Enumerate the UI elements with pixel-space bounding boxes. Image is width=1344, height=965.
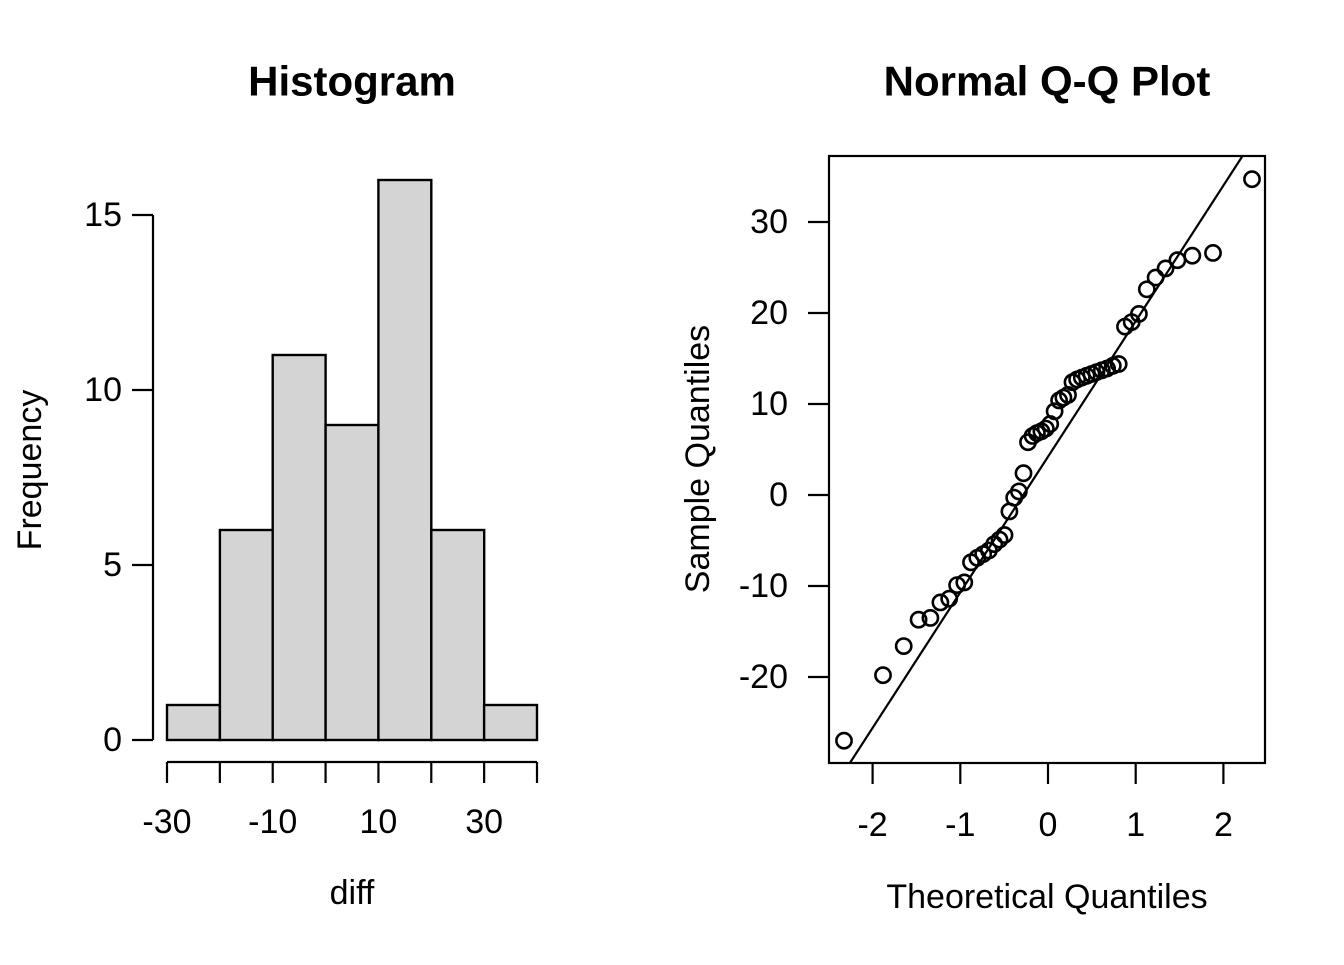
histogram-bar (482, 703, 539, 742)
y-tick-label: 15 (84, 196, 122, 234)
x-tick-label: 10 (360, 803, 398, 841)
histogram-bars (165, 178, 539, 742)
histogram-x-axis-title: diff (330, 874, 375, 912)
x-tick-label: 30 (465, 803, 503, 841)
qq-point (1183, 246, 1202, 265)
y-tick-label: 30 (750, 203, 788, 241)
histogram-bar (377, 178, 433, 742)
y-tick-label: 0 (769, 476, 788, 514)
qq-line (848, 155, 1244, 764)
qq-x-axis-title: Theoretical Quantiles (886, 878, 1207, 916)
x-tick-label: -1 (945, 806, 975, 844)
y-tick-label: -10 (739, 567, 788, 605)
qq-point (1156, 259, 1175, 278)
histogram-x-axis: -30 -10 10 30 (142, 760, 539, 841)
y-tick-label: 10 (750, 385, 788, 423)
qq-point (1045, 402, 1064, 421)
x-tick-label: -2 (857, 806, 887, 844)
qq-point (990, 530, 1009, 549)
qq-point (955, 573, 974, 592)
qq-point (931, 593, 950, 612)
x-tick-label: 2 (1214, 806, 1233, 844)
histogram-bar (430, 528, 486, 742)
qq-point (1146, 268, 1165, 287)
y-tick-label: 20 (750, 294, 788, 332)
y-tick-label: 5 (103, 546, 122, 584)
qq-y-axis-title: Sample Quantiles (679, 325, 717, 593)
qq-reference-line (848, 155, 1244, 764)
histogram-bar (324, 423, 380, 742)
histogram-bar (165, 703, 222, 742)
qq-x-axis: -2 -1 0 1 2 (857, 763, 1233, 844)
qq-title: Normal Q-Q Plot (884, 58, 1211, 105)
qq-point (985, 535, 1004, 553)
histogram-bar (271, 353, 327, 742)
qq-point (1010, 482, 1028, 501)
qq-y-axis: -20 -10 0 10 20 30 (739, 203, 829, 696)
x-tick-label: -10 (248, 803, 297, 841)
histogram-panel: Histogram 0 5 10 15 -30 -10 10 30 diff Frequen… (11, 58, 539, 912)
x-tick-label: 1 (1126, 806, 1145, 844)
y-tick-label: 0 (103, 721, 122, 759)
qq-point (1130, 304, 1148, 323)
qq-point (1243, 170, 1261, 189)
qq-point (874, 666, 892, 685)
qq-point (995, 526, 1014, 544)
y-tick-label: -20 (739, 658, 788, 696)
qq-point (894, 637, 913, 655)
qq-point (921, 609, 940, 627)
qq-point (835, 731, 853, 750)
qq-point (1109, 355, 1128, 373)
qq-data-points (835, 170, 1261, 750)
qq-point (1036, 419, 1055, 438)
histogram-y-axis: 0 5 10 15 (84, 196, 155, 759)
qq-point (940, 589, 959, 608)
histogram-bar (218, 528, 274, 742)
histogram-title: Histogram (248, 58, 456, 105)
qq-point (909, 610, 928, 629)
qq-point (1137, 280, 1156, 299)
histogram-y-axis-title: Frequency (11, 390, 49, 551)
x-tick-label: -30 (142, 803, 191, 841)
x-tick-label: 0 (1039, 806, 1058, 844)
qq-point (1014, 464, 1033, 483)
qq-point (1204, 243, 1222, 262)
y-tick-label: 10 (84, 371, 122, 409)
